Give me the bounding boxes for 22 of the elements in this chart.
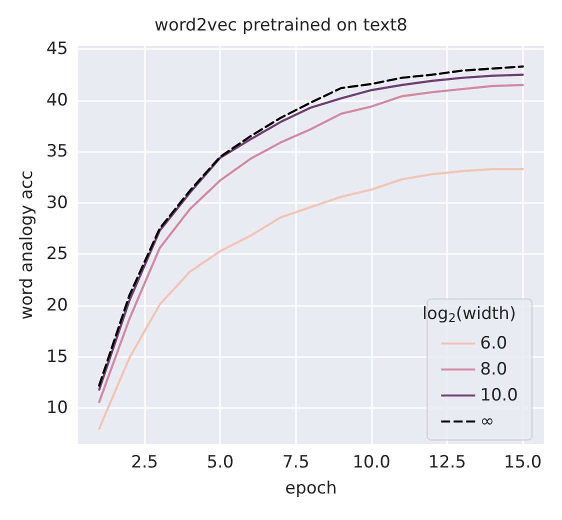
legend-label: 10.0	[480, 386, 518, 406]
legend-label: 8.0	[480, 360, 508, 380]
x-tick-label: 2.5	[131, 452, 158, 472]
legend-label: ∞	[480, 412, 494, 432]
x-tick-label: 15.0	[504, 452, 542, 472]
y-tick-label: 25	[46, 244, 68, 264]
x-tick-label: 5.0	[206, 452, 234, 472]
y-tick-label: 20	[46, 296, 68, 316]
x-tick-label: 12.5	[428, 452, 466, 472]
y-tick-label: 30	[46, 192, 68, 213]
y-tick-label: 10	[46, 398, 68, 418]
y-tick-label: 45	[46, 39, 68, 60]
y-tick-label: 35	[46, 142, 68, 162]
y-tick-label: 15	[46, 346, 68, 367]
y-axis-title: word analogy acc	[16, 170, 37, 320]
line-series	[98, 168, 524, 430]
x-tick-label: 10.0	[352, 452, 390, 472]
x-axis-title: epoch	[285, 478, 337, 498]
legend-label: 6.0	[480, 334, 508, 354]
x-tick-label: 7.5	[282, 452, 310, 472]
y-tick-label: 40	[46, 90, 68, 110]
chart-title: word2vec pretrained on text8	[154, 16, 408, 36]
